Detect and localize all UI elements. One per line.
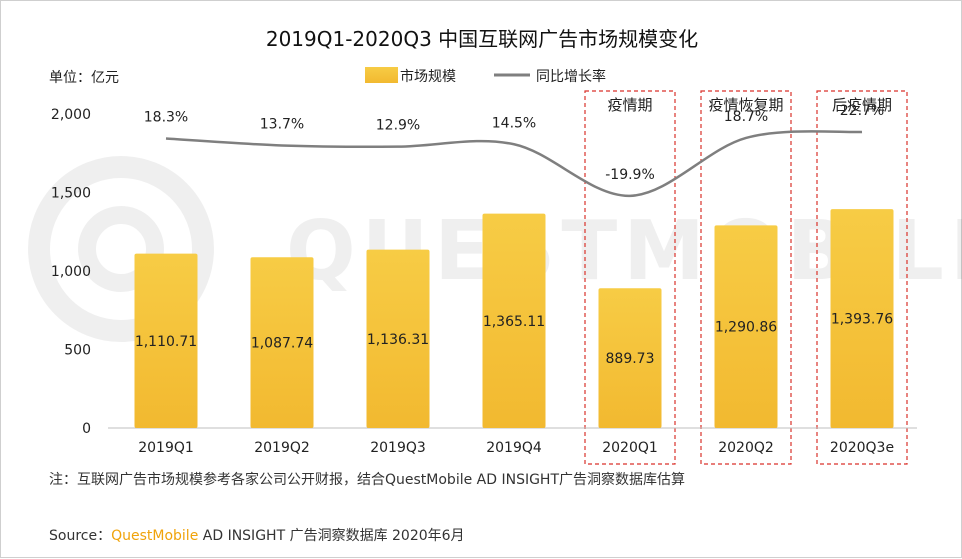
period-annotation: 疫情恢复期 [708,96,783,114]
y-tick-label: 1,000 [51,264,91,280]
growth-rate-label: 13.7% [260,116,304,132]
source-rest: AD INSIGHT 广告洞察数据库 2020年6月 [198,528,465,544]
growth-rate-label: 18.7% [724,109,768,125]
bar [134,253,198,428]
y-tick-label: 0 [82,421,91,437]
bar-value-label: 1,110.71 [135,334,197,350]
growth-rate-label: 14.5% [492,115,536,131]
footnote: 注：互联网广告市场规模参考各家公司公开财报，结合QuestMobile AD I… [49,472,686,488]
source-prefix: Source： [49,528,112,544]
x-tick-label: 2019Q2 [254,440,310,456]
chart-title: 2019Q1-2020Q3 中国互联网广告市场规模变化 [266,27,698,51]
growth-rate-label: 12.9% [376,118,420,134]
source-line: Source：QuestMobile AD INSIGHT 广告洞察数据库 20… [49,525,465,545]
bar-value-label: 1,136.31 [367,332,429,348]
y-tick-label: 2,000 [51,107,91,123]
period-annotation: 后疫情期 [832,96,892,114]
x-tick-label: 2020Q2 [718,440,774,456]
bar-value-label: 1,365.11 [483,314,545,330]
bar [482,213,546,428]
bar [714,225,778,428]
bar [598,288,662,428]
growth-rate-label: 22.7% [840,103,884,119]
highlight-box [700,90,792,465]
source-brand: QuestMobile [111,528,199,544]
bar-value-label: 1,087.74 [251,336,313,352]
legend-bar-label: 市场规模 [400,68,456,85]
legend-bar-swatch [365,67,398,83]
bar [830,209,894,428]
x-tick-label: 2020Q1 [602,440,658,456]
growth-rate-label: 18.3% [144,110,188,126]
y-tick-label: 1,500 [51,186,91,202]
legend-line-label: 同比增长率 [536,68,606,85]
x-tick-label: 2019Q3 [370,440,426,456]
bar-value-label: 1,290.86 [715,320,777,336]
x-tick-label: 2019Q4 [486,440,542,456]
legend: 市场规模 同比增长率 [365,67,606,85]
highlight-box [584,90,676,465]
growth-rate-line [165,130,863,198]
highlight-box [816,90,908,465]
x-tick-label: 2019Q1 [138,440,194,456]
unit-label: 单位：亿元 [49,70,119,86]
y-tick-label: 500 [64,343,91,359]
x-tick-label: 2020Q3e [830,440,894,456]
growth-rate-label: -19.9% [605,167,655,183]
bar [250,257,314,428]
bar-value-label: 889.73 [606,351,655,367]
period-annotation: 疫情期 [607,96,652,114]
bar [366,249,430,428]
bar-value-label: 1,393.76 [831,312,893,328]
